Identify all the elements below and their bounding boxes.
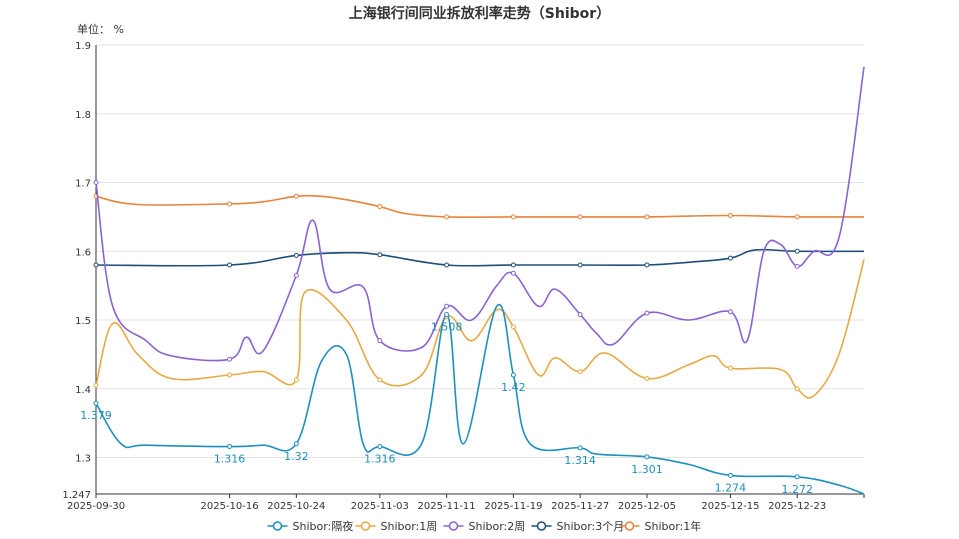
data-point <box>377 338 383 344</box>
data-point <box>293 252 299 258</box>
data-point <box>727 255 733 261</box>
data-point <box>377 377 383 383</box>
data-point <box>227 356 233 362</box>
data-label: 1.314 <box>564 454 596 467</box>
legend-label: Shibor:2周 <box>469 520 526 533</box>
data-point <box>727 365 733 371</box>
data-point <box>794 248 800 254</box>
data-label: 1.272 <box>781 483 813 496</box>
data-point <box>577 262 583 268</box>
chart-title: 上海银行间同业拆放利率走势（Shibor） <box>348 6 611 22</box>
series-line <box>95 194 865 218</box>
y-tick-label: 1.9 <box>75 41 91 52</box>
data-point <box>727 213 733 219</box>
x-tick-label: 2025-09-30 <box>67 501 125 512</box>
data-point <box>293 441 299 447</box>
data-point <box>794 386 800 392</box>
data-point <box>293 272 299 278</box>
legend-marker <box>448 521 459 531</box>
data-point <box>644 262 650 268</box>
legend-marker <box>272 521 283 531</box>
legend-label: Shibor:隔夜 <box>293 519 354 533</box>
data-point <box>93 382 99 388</box>
data-point <box>510 270 516 276</box>
legend-label: Shibor:1年 <box>645 519 702 533</box>
data-point <box>794 214 800 220</box>
data-point <box>644 454 650 460</box>
data-point <box>644 375 650 381</box>
data-label: 1.42 <box>501 381 526 394</box>
series-line <box>95 66 865 362</box>
data-point <box>727 472 733 478</box>
y-tick-label: 1.4 <box>75 385 91 396</box>
legend-marker <box>536 521 547 531</box>
x-tick-label: 2025-10-16 <box>201 501 259 512</box>
data-label: 1.379 <box>80 409 112 422</box>
series-line <box>95 303 865 495</box>
y-tick-label: 1.6 <box>75 247 91 258</box>
data-point <box>93 180 99 186</box>
x-tick-label: 2025-12-05 <box>618 501 676 512</box>
data-point <box>377 204 383 210</box>
data-label: 1.316 <box>364 453 396 466</box>
data-point <box>93 400 99 406</box>
y-tick-label: 1.7 <box>75 179 91 190</box>
x-tick-label: 2025-12-15 <box>701 501 759 512</box>
data-point <box>510 214 516 220</box>
data-label: 1.316 <box>214 453 246 466</box>
data-point <box>444 262 450 268</box>
data-label: 1.32 <box>284 450 309 463</box>
data-point <box>510 262 516 268</box>
data-point <box>227 201 233 207</box>
data-point <box>377 444 383 450</box>
data-point <box>644 310 650 316</box>
x-tick-label: 2025-10-24 <box>267 501 325 512</box>
legend-marker <box>624 521 635 531</box>
x-tick-label: 2025-11-27 <box>551 501 609 512</box>
data-point <box>293 193 299 199</box>
y-tick-label: 1.5 <box>75 316 91 327</box>
y-tick-label: 1.3 <box>75 454 91 465</box>
data-point <box>644 214 650 220</box>
x-tick-label: 2025-11-11 <box>418 501 476 512</box>
x-tick-label: 2025-11-19 <box>484 501 542 512</box>
data-point <box>794 474 800 480</box>
legend-label: Shibor:1周 <box>381 520 438 533</box>
series-line <box>95 248 865 267</box>
legend-label: Shibor:3个月 <box>557 520 625 533</box>
data-point <box>577 369 583 375</box>
data-point <box>444 214 450 220</box>
y-tick-label: 1.247 <box>62 490 91 501</box>
data-point <box>510 372 516 378</box>
data-label: 1.274 <box>715 481 747 494</box>
data-point <box>794 263 800 269</box>
data-point <box>444 303 450 309</box>
data-point <box>227 262 233 268</box>
data-point <box>93 262 99 268</box>
data-label: 1.508 <box>431 321 463 334</box>
data-point <box>577 312 583 318</box>
data-point <box>577 445 583 451</box>
x-tick-label: 2025-11-03 <box>351 501 409 512</box>
data-point <box>444 312 450 318</box>
data-point <box>377 252 383 258</box>
data-point <box>510 324 516 330</box>
data-point <box>293 377 299 383</box>
data-point <box>727 309 733 315</box>
data-label: 1.301 <box>631 463 663 476</box>
series-line <box>95 259 865 399</box>
data-point <box>227 372 233 378</box>
unit-label: 单位： % <box>77 23 124 36</box>
y-tick-label: 1.8 <box>75 110 91 121</box>
legend-marker <box>360 521 371 531</box>
data-point <box>577 214 583 220</box>
x-tick-label: 2025-12-23 <box>768 501 826 512</box>
data-point <box>227 444 233 450</box>
